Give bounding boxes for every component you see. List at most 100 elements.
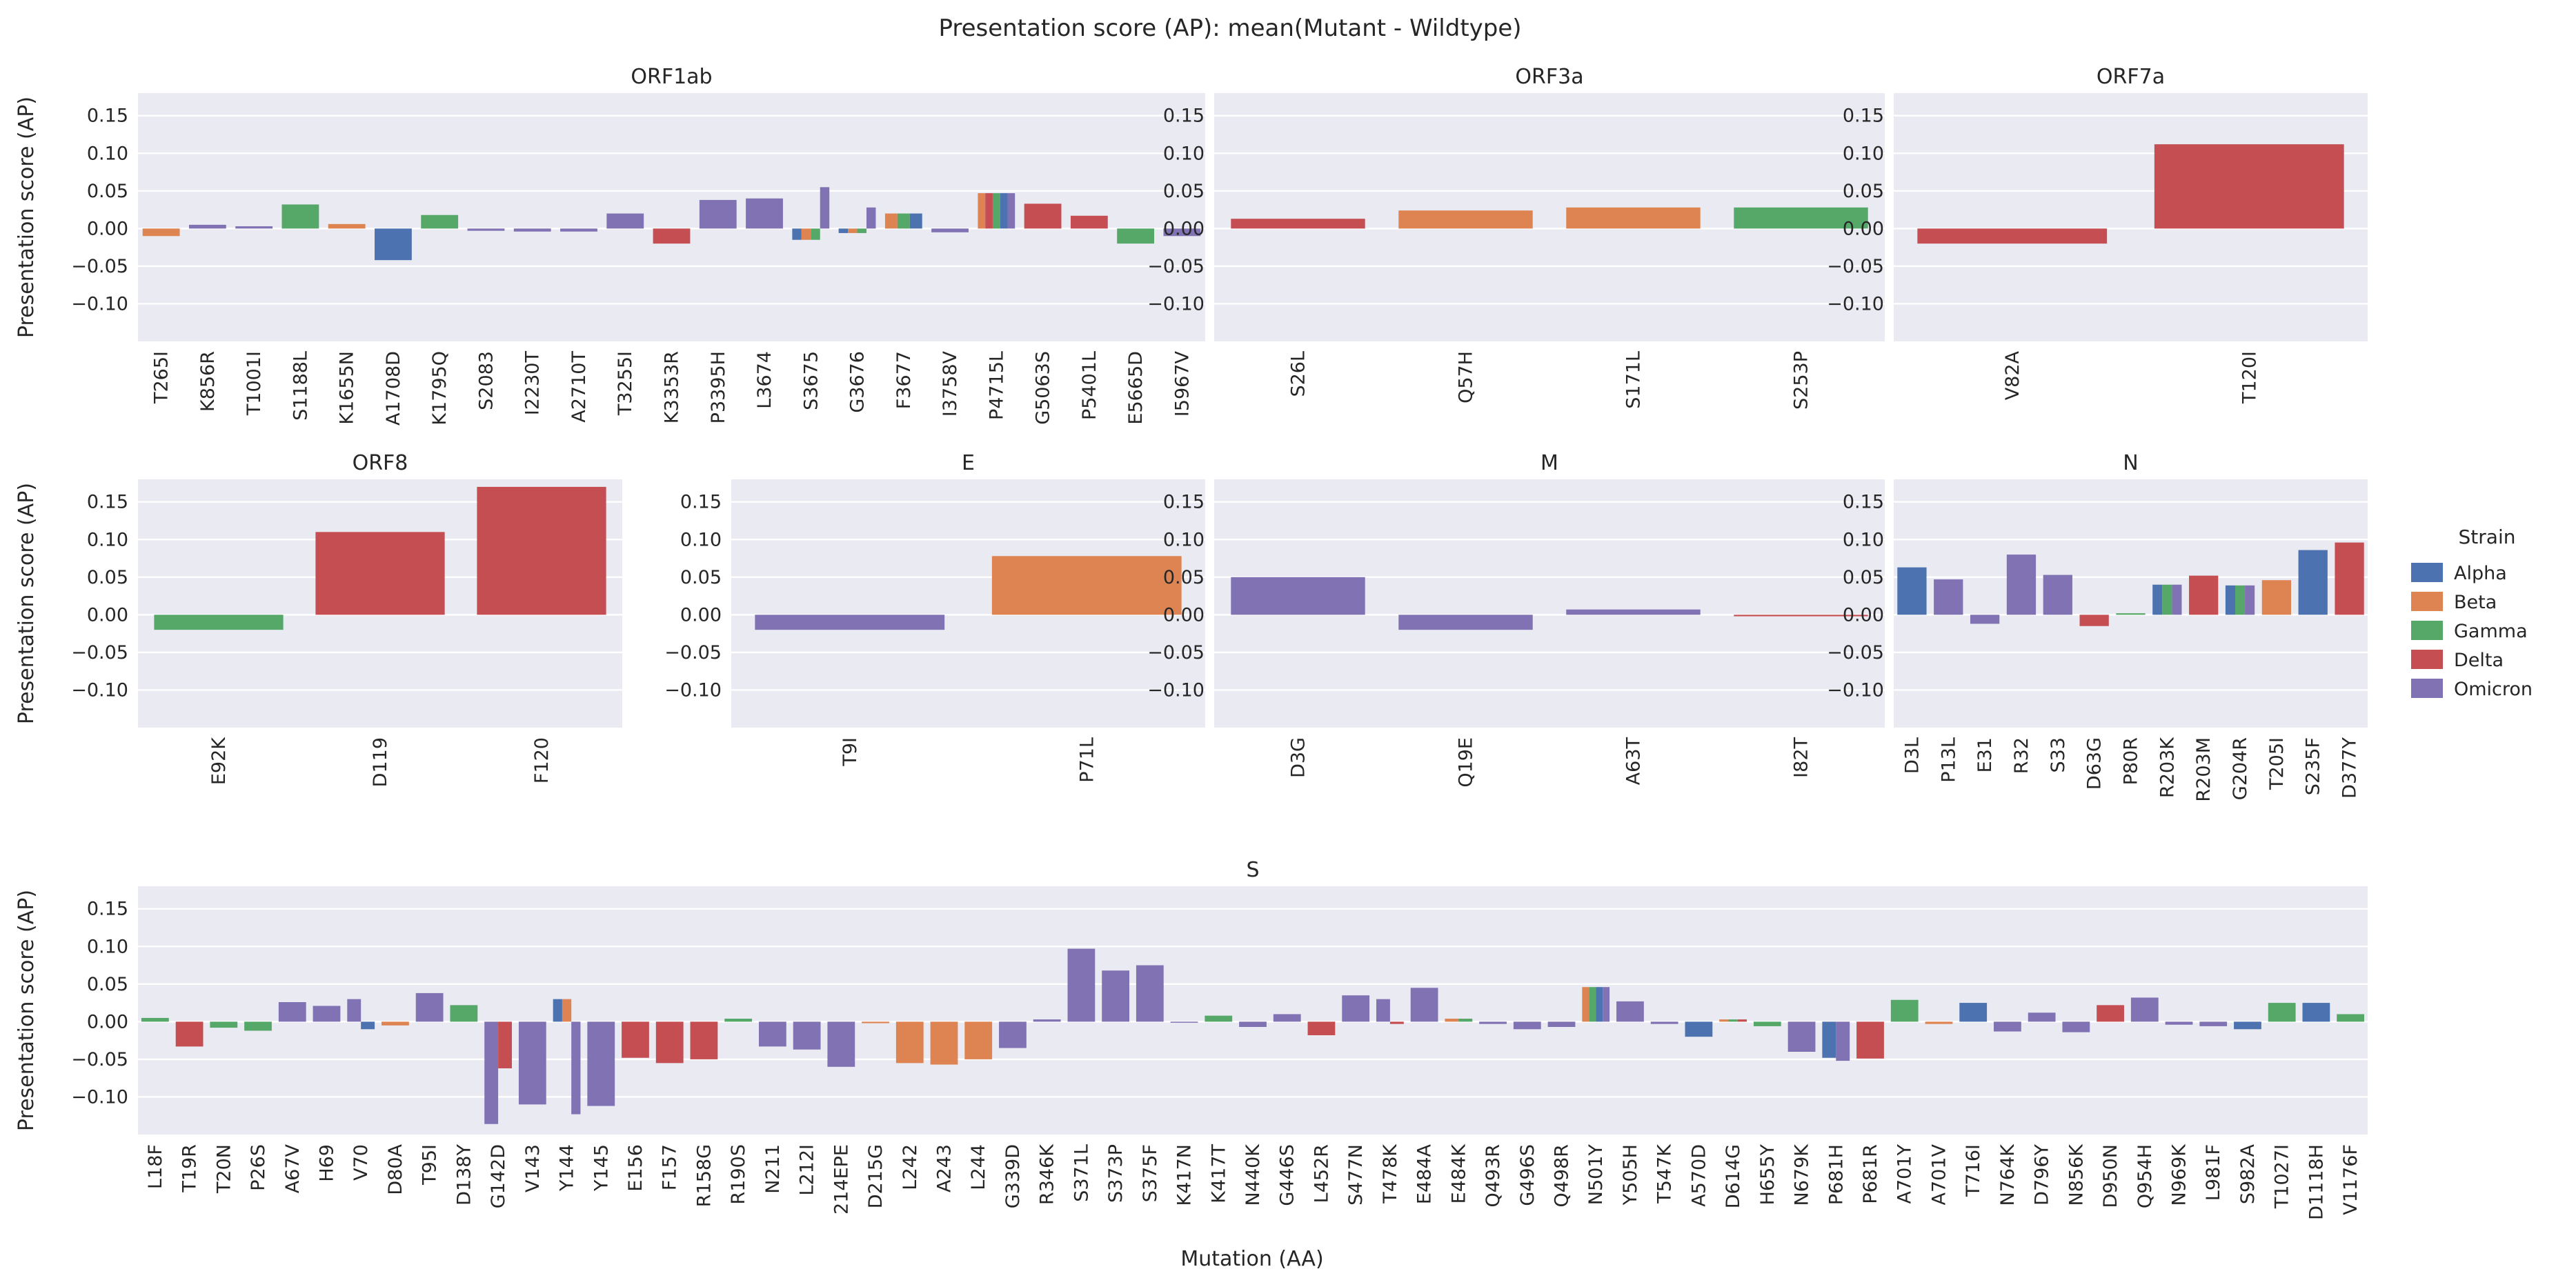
x-tick-label: A243 xyxy=(933,1144,955,1192)
panel-n: 0.15 0.10 0.05 0.00 −0.05 −0.10 N D3L P13L E31 R32… xyxy=(1827,451,2368,802)
category-d614g: D614G xyxy=(1719,1019,1747,1208)
category-s171l: S171L xyxy=(1566,207,1701,409)
bar-d215g-beta xyxy=(862,1021,889,1024)
x-axis-label: Mutation (AA) xyxy=(1180,1247,1323,1271)
category-i3758v: I3758V xyxy=(931,228,969,417)
bar-t478k-omicron xyxy=(1376,999,1390,1022)
x-tick-label: H655Y xyxy=(1757,1144,1779,1206)
x-tick-label: V143 xyxy=(522,1144,544,1192)
y-tick-label: 0.05 xyxy=(1843,567,1884,588)
category-v70: V70 xyxy=(347,999,375,1181)
bar-i2230t-omicron xyxy=(513,228,551,232)
y-tick-label: 0.15 xyxy=(1163,106,1205,127)
category-k856r: K856R xyxy=(188,224,226,412)
x-tick-label: P71L xyxy=(1076,737,1098,783)
bar-s3675-omicron xyxy=(820,187,830,229)
bar-e31-omicron xyxy=(1970,615,2000,624)
x-tick-label: E156 xyxy=(625,1144,646,1192)
bar-v70-omicron xyxy=(347,999,361,1022)
bar-e156-delta xyxy=(622,1021,649,1058)
x-tick-label: S982A xyxy=(2237,1144,2259,1204)
bar-p4715l-alpha xyxy=(1000,193,1008,229)
bar-v82a-delta xyxy=(1917,228,2108,244)
bar-l981f-omicron xyxy=(2199,1021,2228,1026)
category-a1708d: A1708D xyxy=(375,228,412,426)
category-e31: E31 xyxy=(1970,615,2000,772)
bar-s982a-alpha xyxy=(2234,1021,2261,1030)
y-tick-label: 0.15 xyxy=(1163,492,1205,513)
x-tick-label: L212I xyxy=(797,1144,818,1196)
x-tick-label: P13L xyxy=(1938,737,1959,783)
x-tick-label: P681H xyxy=(1825,1144,1847,1205)
x-tick-label: K417T xyxy=(1208,1144,1229,1203)
bar-k1655n-beta xyxy=(328,223,366,229)
y-tick-label: −0.05 xyxy=(1827,256,1884,277)
x-tick-label: V1176F xyxy=(2340,1144,2361,1215)
x-tick-label: Q19E xyxy=(1456,737,1477,788)
x-tick-label: D119 xyxy=(370,737,391,787)
bar-k1795q-gamma xyxy=(421,214,459,229)
category-s375f: S375F xyxy=(1136,965,1164,1202)
bar-n856k-omicron xyxy=(2062,1021,2090,1032)
y-tick-label: 0.05 xyxy=(87,181,128,202)
category-f3677: F3677 xyxy=(884,213,922,409)
panel-orf8: 0.15 0.10 0.05 0.00 −0.05 −0.10 ORF8 Presentati… xyxy=(14,451,622,787)
bar-d614g-gamma xyxy=(1728,1019,1738,1022)
bar-g204r-gamma xyxy=(2235,585,2246,615)
category-214epe: 214EPE xyxy=(827,1021,855,1215)
x-tick-label: S373P xyxy=(1105,1144,1127,1203)
bar-s33-omicron xyxy=(2043,575,2072,615)
category-k1795q: K1795Q xyxy=(421,214,459,426)
bar-l18f-gamma xyxy=(141,1017,169,1022)
category-p3395h: P3395H xyxy=(699,199,737,423)
bar-s235f-alpha xyxy=(2298,550,2328,615)
bar-s371l-omicron xyxy=(1067,948,1096,1022)
bar-a2710t-omicron xyxy=(560,228,597,232)
category-e484k: E484K xyxy=(1445,1019,1473,1204)
y-tick-label: −0.05 xyxy=(664,642,722,663)
legend-swatch xyxy=(2411,650,2443,669)
bar-g339d-omicron xyxy=(999,1021,1027,1048)
bar-d63g-delta xyxy=(2079,615,2109,626)
x-tick-label: V82A xyxy=(2002,350,2023,400)
legend-swatch xyxy=(2411,563,2443,582)
bar-i5967v-omicron xyxy=(1163,228,1201,237)
category-s477n: S477N xyxy=(1342,995,1370,1206)
category-e484a: E484A xyxy=(1410,988,1438,1204)
x-tick-label: K856R xyxy=(197,351,219,412)
category-d377y: D377Y xyxy=(2335,542,2364,799)
category-p71l: P71L xyxy=(991,556,1182,783)
legend: Strain Alpha Beta Gamma Delta Omicron xyxy=(2411,526,2533,700)
x-tick-label: S235F xyxy=(2303,737,2324,795)
category-p681h: P681H xyxy=(1822,1021,1850,1205)
bar-n679k-omicron xyxy=(1787,1021,1816,1052)
bar-n501y-beta xyxy=(1582,987,1589,1022)
bar-s3675-gamma xyxy=(811,228,820,240)
bar-a701v-beta xyxy=(1925,1021,1953,1024)
x-tick-label: D796Y xyxy=(2032,1144,2053,1206)
category-d3g: D3G xyxy=(1231,577,1365,778)
x-tick-label: I5967V xyxy=(1171,350,1193,417)
y-tick-label: 0.00 xyxy=(680,604,722,626)
x-tick-label: T19R xyxy=(179,1144,201,1193)
x-tick-label: D377Y xyxy=(2339,737,2361,799)
category-h655y: H655Y xyxy=(1753,1021,1781,1206)
x-tick-label: A1708D xyxy=(383,351,404,426)
category-l3674: L3674 xyxy=(746,198,783,409)
x-tick-label: L18F xyxy=(145,1144,166,1189)
category-n969k: N969K xyxy=(2165,1021,2193,1206)
bar-t95i-omicron xyxy=(415,992,444,1022)
y-tick-label: 0.10 xyxy=(87,529,128,550)
y-axis-label: Presentation score (AP) xyxy=(14,483,39,724)
y-tick-label: 0.10 xyxy=(1163,143,1205,164)
category-l981f: L981F xyxy=(2199,1021,2228,1201)
x-tick-label: T1027I xyxy=(2272,1144,2293,1209)
bar-s477n-omicron xyxy=(1342,995,1370,1022)
bar-a67v-omicron xyxy=(278,1002,306,1022)
bar-r203k-alpha xyxy=(2152,584,2163,615)
category-n440k: N440K xyxy=(1239,1021,1267,1206)
bar-h69-omicron xyxy=(313,1006,341,1022)
y-tick-label: −0.05 xyxy=(71,256,128,277)
bar-f120-delta xyxy=(477,486,606,615)
x-tick-label: E5665D xyxy=(1125,351,1147,425)
